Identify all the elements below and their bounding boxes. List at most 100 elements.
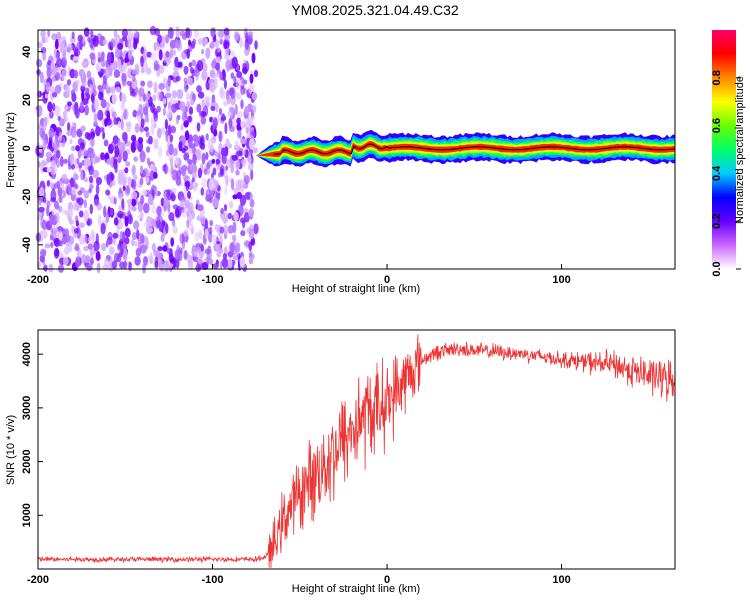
noise-speckle: [38, 206, 45, 213]
noise-speckle: [214, 151, 219, 157]
noise-speckle: [165, 50, 170, 58]
noise-speckle: [42, 139, 47, 150]
noise-speckle: [169, 39, 177, 49]
noise-speckle: [47, 101, 53, 112]
noise-speckle: [156, 215, 163, 225]
noise-speckle: [197, 91, 205, 99]
noise-speckle: [120, 102, 126, 110]
noise-speckle: [83, 210, 90, 222]
noise-speckle: [51, 208, 56, 216]
noise-speckle: [109, 256, 113, 268]
noise-speckle: [63, 158, 68, 164]
noise-speckle: [230, 178, 235, 191]
noise-speckle: [132, 241, 139, 247]
noise-speckle: [64, 228, 70, 237]
noise-speckle: [164, 118, 168, 130]
noise-speckle: [143, 202, 150, 214]
noise-speckle: [89, 257, 94, 266]
noise-speckle: [50, 61, 55, 70]
noise-speckle: [174, 102, 181, 110]
noise-speckle: [56, 57, 63, 68]
noise-speckle: [40, 217, 45, 229]
noise-speckle: [143, 255, 148, 267]
noise-speckle: [235, 242, 241, 253]
noise-speckle: [223, 41, 230, 49]
noise-speckle: [43, 121, 47, 132]
noise-speckle: [50, 197, 57, 203]
noise-speckle: [86, 152, 93, 158]
noise-speckle: [124, 57, 128, 64]
noise-speckle: [110, 173, 115, 181]
noise-speckle: [240, 138, 247, 144]
noise-speckle: [174, 249, 181, 260]
noise-speckle: [196, 59, 204, 72]
noise-speckle: [234, 140, 239, 150]
noise-speckle: [41, 160, 48, 167]
noise-speckle: [68, 244, 73, 253]
noise-speckle: [79, 39, 83, 51]
noise-speckle: [74, 101, 79, 113]
noise-speckle: [165, 223, 169, 234]
noise-speckle: [212, 263, 219, 269]
noise-speckle: [146, 157, 150, 165]
noise-speckle: [210, 27, 216, 38]
noise-speckle: [205, 47, 211, 59]
noise-speckle: [191, 144, 196, 154]
noise-speckle: [44, 36, 49, 43]
noise-speckle: [172, 148, 178, 157]
noise-speckle: [88, 188, 92, 194]
noise-speckle: [145, 131, 150, 138]
noise-speckle: [83, 177, 89, 183]
noise-speckle: [162, 245, 168, 252]
x-tick-label: -200: [27, 574, 49, 586]
noise-speckle: [61, 117, 66, 124]
noise-speckle: [199, 137, 204, 144]
noise-speckle: [100, 98, 107, 109]
noise-speckle: [46, 113, 50, 124]
noise-speckle: [156, 205, 163, 217]
noise-speckle: [183, 120, 189, 128]
noise-speckle: [121, 198, 125, 209]
noise-speckle: [75, 145, 81, 152]
noise-speckle: [93, 112, 98, 125]
noise-speckle: [226, 95, 231, 105]
noise-speckle: [81, 254, 87, 264]
noise-speckle: [187, 115, 192, 123]
noise-speckle: [38, 197, 42, 206]
noise-speckle: [183, 145, 189, 151]
noise-speckle: [176, 114, 181, 121]
noise-speckle: [52, 102, 56, 112]
noise-speckle: [100, 52, 105, 62]
noise-speckle: [158, 222, 163, 232]
noise-speckle: [61, 174, 68, 183]
noise-speckle: [117, 242, 123, 250]
noise-speckle: [191, 171, 197, 179]
x-tick-label: -100: [202, 274, 224, 286]
noise-speckle: [194, 231, 199, 243]
noise-speckle: [192, 134, 199, 142]
noise-speckle: [236, 180, 242, 191]
noise-speckle: [46, 167, 52, 173]
colorbar-tick-label: 0.4: [711, 165, 723, 181]
noise-speckle: [234, 103, 238, 116]
noise-speckle: [131, 179, 137, 190]
noise-speckle: [123, 260, 127, 270]
noise-speckle: [127, 38, 132, 50]
noise-speckle: [199, 142, 203, 149]
noise-speckle: [197, 37, 203, 45]
noise-speckle: [250, 169, 254, 181]
noise-speckle: [200, 116, 207, 125]
noise-speckle: [121, 131, 128, 142]
x-tick-label: 100: [552, 574, 570, 586]
noise-speckle: [201, 62, 208, 73]
noise-speckle: [48, 140, 52, 149]
noise-speckle: [131, 198, 137, 207]
noise-speckle: [108, 246, 115, 256]
noise-speckle: [81, 70, 85, 79]
noise-speckle: [254, 40, 258, 50]
noise-speckle: [97, 109, 104, 121]
noise-speckle: [63, 256, 69, 266]
noise-speckle: [59, 42, 65, 54]
x-tick-label: -200: [27, 274, 49, 286]
x-tick-label: 0: [384, 574, 390, 586]
